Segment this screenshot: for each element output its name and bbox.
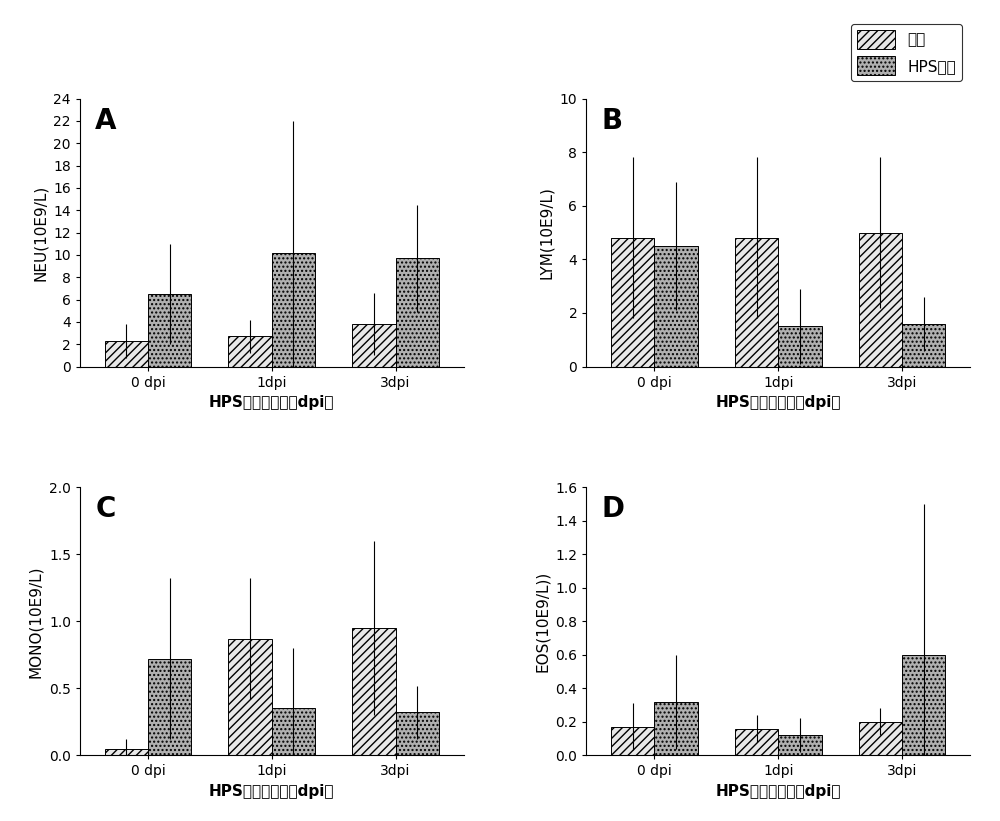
Bar [272,709,315,755]
Bar [859,722,902,755]
Bar [352,324,396,367]
Bar [148,658,191,755]
Bar [396,713,439,755]
Bar [735,238,778,367]
Bar [105,749,148,755]
Y-axis label: MONO(10E9/L): MONO(10E9/L) [28,565,43,677]
X-axis label: HPS感染后天数（dpi）: HPS感染后天数（dpi） [715,784,841,799]
Bar [272,253,315,367]
Bar [352,628,396,755]
Bar [396,259,439,367]
Bar [902,655,945,755]
Bar [735,728,778,755]
Bar [778,736,822,755]
Bar [902,323,945,367]
Bar [859,232,902,367]
Text: A: A [95,107,117,135]
Y-axis label: NEU(10E9/L): NEU(10E9/L) [33,185,48,281]
Bar [228,639,272,755]
Y-axis label: EOS(10E9/L)): EOS(10E9/L)) [535,571,550,672]
X-axis label: HPS感染后天数（dpi）: HPS感染后天数（dpi） [715,395,841,410]
Text: D: D [602,495,625,523]
Bar [105,341,148,367]
Legend: 对照, HPS感染: 对照, HPS感染 [851,24,962,81]
Bar [611,727,654,755]
Bar [228,337,272,367]
Bar [611,238,654,367]
X-axis label: HPS感染后天数（dpi）: HPS感染后天数（dpi） [209,784,335,799]
Bar [778,327,822,367]
X-axis label: HPS感染后天数（dpi）: HPS感染后天数（dpi） [209,395,335,410]
Bar [654,702,698,755]
Y-axis label: LYM(10E9/L): LYM(10E9/L) [539,186,554,279]
Bar [148,294,191,367]
Text: C: C [95,495,116,523]
Text: B: B [602,107,623,135]
Bar [654,246,698,367]
